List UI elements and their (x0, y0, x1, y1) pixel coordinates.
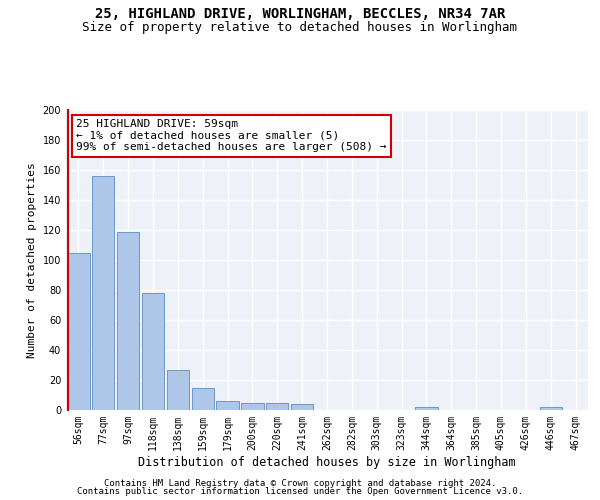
Bar (291, 404, 313, 410)
Text: Size of property relative to detached houses in Worlingham: Size of property relative to detached ho… (83, 21, 517, 34)
Bar (191, 388, 214, 410)
Bar (217, 401, 239, 410)
Bar (415, 407, 437, 410)
Text: 25 HIGHLAND DRIVE: 59sqm
← 1% of detached houses are smaller (5)
99% of semi-det: 25 HIGHLAND DRIVE: 59sqm ← 1% of detache… (76, 119, 387, 152)
Bar (266, 402, 289, 410)
Bar (117, 232, 139, 410)
Text: Contains HM Land Registry data © Crown copyright and database right 2024.: Contains HM Land Registry data © Crown c… (104, 478, 496, 488)
Bar (67, 252, 89, 410)
Bar (539, 407, 562, 410)
Text: 25, HIGHLAND DRIVE, WORLINGHAM, BECCLES, NR34 7AR: 25, HIGHLAND DRIVE, WORLINGHAM, BECCLES,… (95, 8, 505, 22)
Text: Contains public sector information licensed under the Open Government Licence v3: Contains public sector information licen… (77, 487, 523, 496)
Y-axis label: Number of detached properties: Number of detached properties (27, 162, 37, 358)
Bar (142, 293, 164, 410)
Bar (167, 370, 189, 410)
Bar (92, 176, 115, 410)
X-axis label: Distribution of detached houses by size in Worlingham: Distribution of detached houses by size … (138, 456, 516, 468)
Bar (241, 402, 263, 410)
